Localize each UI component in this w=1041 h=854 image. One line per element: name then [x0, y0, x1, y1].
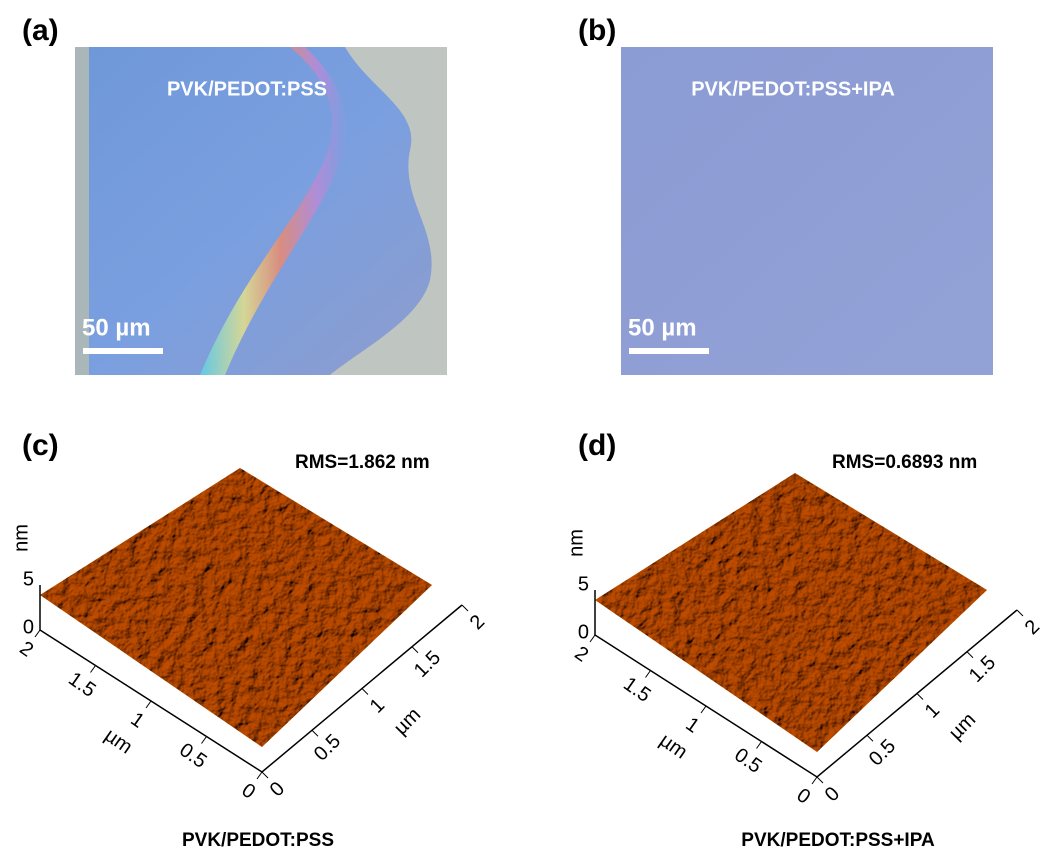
tick-mark — [967, 652, 973, 658]
scale-bar-label: 50 µm — [628, 314, 697, 341]
tick-mark — [35, 630, 40, 637]
tick-mark — [91, 666, 96, 673]
scale-bar — [83, 348, 163, 354]
tick-mark — [262, 772, 268, 778]
axis-title: µm — [101, 724, 137, 758]
tick-label: 5 — [23, 568, 34, 590]
tick-mark — [362, 689, 368, 695]
tick-label: 0.5 — [175, 739, 210, 773]
tick-label: 1 — [127, 708, 149, 732]
tick-mark — [202, 737, 207, 744]
panel-label: (c) — [22, 429, 59, 462]
tick-label: 0 — [23, 616, 34, 638]
tick-label: 1.5 — [619, 673, 654, 707]
rms-label: RMS=0.6893 nm — [832, 452, 977, 473]
tick-mark — [917, 694, 923, 700]
figure: (a)PVK/PEDOT:PSS50 µm(b)PVK/PEDOT:PSS+IP… — [0, 0, 1041, 854]
axis-title: nm — [10, 524, 32, 552]
tick-label: 0 — [793, 784, 815, 808]
afm-panel: (c)RMS=1.862 nmPVK/PEDOT:PSSnm5021.510.5… — [10, 429, 489, 851]
tick-mark — [817, 777, 823, 783]
scale-bar-label: 50 µm — [82, 314, 151, 341]
tick-mark — [590, 635, 595, 642]
tick-label: 1.5 — [410, 647, 445, 682]
tick-label: 0.5 — [865, 735, 900, 770]
tick-mark — [312, 730, 318, 736]
tick-mark — [867, 735, 873, 741]
image-label: PVK/PEDOT:PSS+IPA — [691, 78, 895, 100]
tick-label: 0 — [238, 779, 260, 803]
tick-mark — [757, 742, 762, 749]
tick-label: 1.5 — [64, 668, 99, 702]
tick-mark — [812, 777, 817, 784]
tick-label: 1 — [682, 713, 704, 737]
tick-label: 2 — [16, 637, 38, 661]
panel-label: (d) — [578, 429, 616, 462]
tick-label: 0 — [266, 778, 289, 801]
axis-title: nm — [565, 529, 587, 557]
afm-panel: (d)RMS=0.6893 nmPVK/PEDOT:PSS+IPAnm5021.… — [565, 429, 1041, 851]
tick-mark — [462, 605, 468, 611]
axis-title: µm — [656, 729, 692, 763]
caption: PVK/PEDOT:PSS+IPA — [741, 830, 935, 851]
tick-label: 0.5 — [730, 744, 765, 778]
tick-label: 1 — [366, 694, 389, 717]
axis-title: µm — [945, 709, 980, 744]
image-label: PVK/PEDOT:PSS — [167, 78, 327, 100]
tick-label: 1 — [921, 699, 944, 722]
panel-label: (b) — [578, 14, 616, 47]
tick-mark — [412, 647, 418, 653]
tick-mark — [646, 671, 651, 678]
tick-label: 0 — [578, 621, 589, 643]
panel-label: (a) — [22, 14, 59, 47]
tick-label: 2 — [1021, 616, 1041, 639]
tick-mark — [1017, 610, 1023, 616]
tick-mark — [146, 701, 151, 708]
tick-label: 0 — [821, 783, 844, 806]
tick-mark — [701, 706, 706, 713]
tick-label: 5 — [578, 573, 589, 595]
scale-bar — [629, 348, 709, 354]
tick-label: 2 — [466, 611, 489, 634]
tick-mark — [257, 772, 262, 779]
tick-label: 1.5 — [965, 652, 1000, 687]
rms-label: RMS=1.862 nm — [295, 452, 430, 473]
axis-title: µm — [390, 704, 425, 739]
tick-label: 2 — [571, 642, 593, 666]
caption: PVK/PEDOT:PSS — [182, 830, 334, 851]
tick-label: 0.5 — [310, 730, 345, 765]
